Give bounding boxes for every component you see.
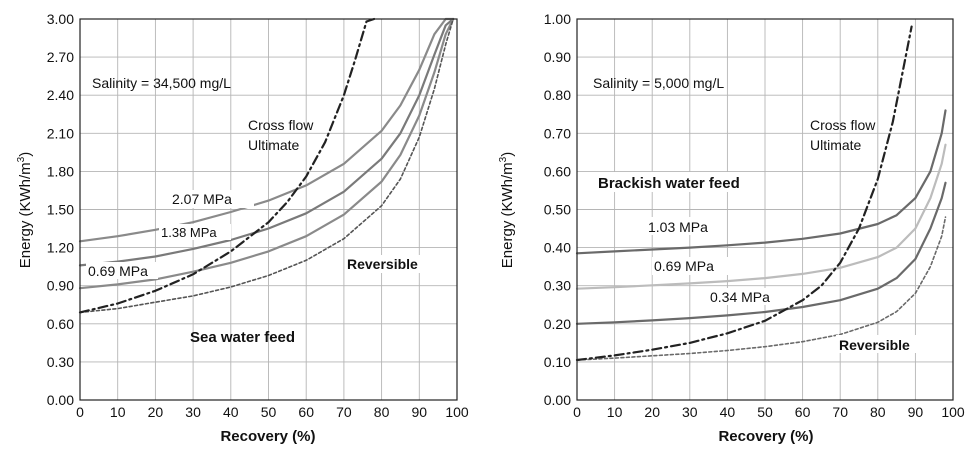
seawater-y-tick-label: 3.00 <box>47 11 74 27</box>
brackish-y-tick-label: 0.60 <box>544 163 571 179</box>
brackish-y-tick-label: 0.70 <box>544 125 571 141</box>
seawater-y-ticks: 0.00 0.30 0.60 0.90 1.20 1.50 1.80 2.10 2.40 2.70… <box>47 11 74 408</box>
seawater-y-axis-title-sup: 3 <box>16 156 27 162</box>
brackish-series-group <box>575 25 947 362</box>
brackish-x-ticks: 0 10 20 30 40 50 60 70 80 90 100 <box>573 404 965 420</box>
brackish-series-label-0-69: 0.69 MPa <box>654 258 714 274</box>
brackish-x-tick-label: 30 <box>682 404 698 420</box>
brackish-x-tick-label: 90 <box>908 404 924 420</box>
brackish-x-tick-label: 10 <box>607 404 623 420</box>
seawater-x-tick-label: 10 <box>110 404 126 420</box>
seawater-series-label-1-38: 1.38 MPa <box>161 225 217 240</box>
brackish-y-axis-title: Energy (KWh/m3) <box>498 152 516 268</box>
seawater-crossflow-annotation-line2: Ultimate <box>248 137 300 153</box>
brackish-x-tick-label: 60 <box>795 404 811 420</box>
seawater-series-label-2-07: 2.07 MPa <box>172 191 232 207</box>
seawater-x-axis-title: Recovery (%) <box>220 428 315 445</box>
seawater-x-tick-label: 80 <box>374 404 390 420</box>
brackish-0-69-label-bg <box>652 257 730 275</box>
brackish-y-axis-title-prefix: Energy (KWh/m <box>499 162 516 268</box>
seawater-y-tick-label: 2.40 <box>47 87 74 103</box>
brackish-y-tick-label: 0.40 <box>544 240 571 256</box>
seawater-x-tick-label: 40 <box>223 404 239 420</box>
brackish-y-tick-label: 1.00 <box>544 11 571 27</box>
brackish-series-label-1-03: 1.03 MPa <box>648 219 708 235</box>
seawater-reversible-label-bg <box>345 255 437 273</box>
seawater-x-tick-label: 0 <box>76 404 84 420</box>
brackish-y-ticks: 0.00 0.10 0.20 0.30 0.40 0.50 0.60 0.70 0.80 0.90… <box>544 11 571 408</box>
seawater-y-tick-label: 0.30 <box>47 354 74 370</box>
seawater-x-tick-label: 90 <box>412 404 428 420</box>
brackish-y-tick-label: 0.10 <box>544 354 571 370</box>
brackish-salinity-annotation: Salinity = 5,000 mg/L <box>593 75 724 91</box>
brackish-reversible-label-bg <box>836 335 940 353</box>
seawater-y-tick-label: 1.80 <box>47 163 74 179</box>
seawater-grid <box>80 19 457 400</box>
brackish-x-tick-label: 0 <box>573 404 581 420</box>
brackish-y-axis-title-sup: 3 <box>498 156 509 162</box>
seawater-x-tick-label: 70 <box>336 404 352 420</box>
seawater-x-tick-label: 60 <box>298 404 314 420</box>
seawater-plot-frame <box>79 18 458 401</box>
seawater-series-0-69-mpa <box>78 17 455 290</box>
brackish-y-tick-label: 0.50 <box>544 202 571 218</box>
seawater-0-69-label-bg <box>86 262 158 279</box>
seawater-x-ticks: 0 10 20 30 40 50 60 70 80 90 100 <box>76 404 469 420</box>
seawater-series-1-38-mpa <box>78 17 455 267</box>
seawater-x-tick-label: 30 <box>185 404 201 420</box>
seawater-crossflow-annotation-line1: Cross flow <box>248 117 314 133</box>
seawater-series-label-reversible: Reversible <box>347 256 418 272</box>
brackish-feed-label-bg <box>596 172 764 192</box>
brackish-y-tick-label: 0.90 <box>544 49 571 65</box>
seawater-y-tick-label: 0.00 <box>47 392 74 408</box>
brackish-x-tick-label: 100 <box>941 404 965 420</box>
seawater-series-cross-flow-ultimate <box>78 17 376 314</box>
brackish-crossflow-annotation-line2: Ultimate <box>810 137 862 153</box>
brackish-series-label-reversible: Reversible <box>839 337 910 353</box>
seawater-y-tick-label: 0.60 <box>47 316 74 332</box>
seawater-1-38-label-bg <box>159 224 231 240</box>
seawater-y-tick-label: 2.10 <box>47 125 74 141</box>
brackish-series-cross-flow-ultimate <box>575 25 913 362</box>
seawater-chart: 0 10 20 30 40 50 60 70 80 90 100 0.00 0.30 0.60 0.90 1… <box>16 11 469 445</box>
seawater-series-reversible <box>79 18 455 314</box>
seawater-2-07-label-bg <box>170 190 254 208</box>
seawater-y-tick-label: 0.90 <box>47 278 74 294</box>
seawater-feed-annotation: Sea water feed <box>190 329 295 346</box>
brackish-feed-annotation: Brackish water feed <box>598 175 740 192</box>
seawater-series-label-0-69: 0.69 MPa <box>88 263 148 279</box>
brackish-x-tick-label: 70 <box>832 404 848 420</box>
seawater-y-tick-label: 1.20 <box>47 240 74 256</box>
brackish-series-label-0-34: 0.34 MPa <box>710 289 770 305</box>
seawater-x-tick-label: 20 <box>148 404 164 420</box>
brackish-x-tick-label: 80 <box>870 404 886 420</box>
brackish-series-1-03-mpa <box>575 109 947 255</box>
brackish-1-03-label-bg <box>646 217 724 235</box>
brackish-x-axis-title: Recovery (%) <box>718 428 813 445</box>
brackish-chart: 0 10 20 30 40 50 60 70 80 90 100 0.000.100.200.300… <box>498 11 965 445</box>
brackish-crossflow-annotation-line1: Cross flow <box>810 117 876 133</box>
brackish-series-0-34-mpa <box>575 181 947 325</box>
seawater-y-tick-label: 2.70 <box>47 49 74 65</box>
seawater-y-tick-label: 1.50 <box>47 202 74 218</box>
brackish-x-tick-label: 40 <box>720 404 736 420</box>
seawater-y-axis-title: Energy (KWh/m3) <box>16 152 34 268</box>
brackish-series-reversible <box>576 216 947 361</box>
brackish-y-tick-label: 0.00 <box>544 392 571 408</box>
seawater-salinity-annotation: Salinity = 34,500 mg/L <box>92 75 231 91</box>
seawater-y-axis-title-suffix: ) <box>17 152 34 157</box>
brackish-x-tick-label: 50 <box>757 404 773 420</box>
seawater-x-tick-label: 100 <box>445 404 469 420</box>
brackish-series-0-69-mpa <box>575 143 947 290</box>
seawater-y-axis-title-prefix: Energy (KWh/m <box>17 162 34 268</box>
brackish-y-tick-label: 0.20 <box>544 316 571 332</box>
brackish-y-tick-label: 0.80 <box>544 87 571 103</box>
brackish-x-tick-label: 20 <box>644 404 660 420</box>
brackish-y-tick-label: 0.30 <box>544 278 571 294</box>
seawater-x-tick-label: 50 <box>261 404 277 420</box>
brackish-y-axis-title-suffix: ) <box>499 152 516 157</box>
brackish-0-34-label-bg <box>708 288 784 305</box>
brackish-plot-frame <box>576 18 954 401</box>
